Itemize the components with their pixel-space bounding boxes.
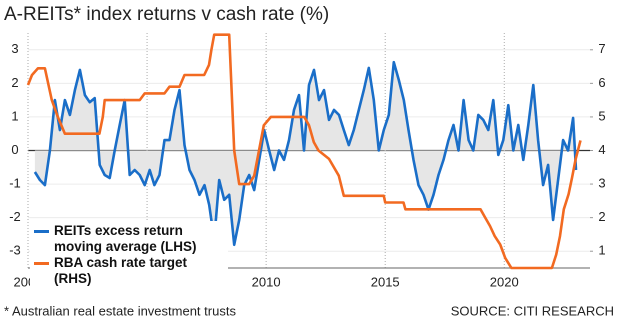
y2-tick-label: 3 — [598, 176, 605, 191]
legend: REITs excess return moving average (LHS)… — [30, 221, 228, 289]
y2-tick-label: 2 — [598, 209, 605, 224]
x-tick-label: 2015 — [371, 274, 400, 289]
series-line — [26, 33, 582, 270]
legend-item: REITs excess return moving average (LHS) — [34, 223, 224, 255]
legend-item: RBA cash rate target (RHS) — [34, 255, 224, 287]
y-tick-label: -3 — [9, 243, 21, 258]
y2-tick-label: 4 — [598, 142, 605, 157]
y-tick-label: 3 — [11, 41, 18, 56]
x-tick-label: 2020 — [490, 274, 519, 289]
y2-tick-label: 7 — [598, 41, 605, 56]
legend-swatch — [34, 262, 49, 265]
plot — [26, 33, 582, 270]
y-tick-label: 2 — [11, 75, 18, 90]
series-line — [33, 60, 578, 247]
y-tick-label: 0 — [11, 142, 18, 157]
y2-tick-label: 1 — [598, 243, 605, 258]
y-tick-label: -2 — [9, 209, 21, 224]
legend-label: RBA cash rate target (RHS) — [54, 255, 188, 286]
y2-tick-label: 5 — [598, 108, 605, 123]
area — [34, 62, 576, 245]
source: SOURCE: CITI RESEARCH — [451, 303, 614, 318]
y-tick-label: -1 — [9, 176, 21, 191]
y-tick-label: 1 — [11, 108, 18, 123]
chart-title: A-REITs* index returns v cash rate (%) — [4, 4, 329, 25]
footnote: * Australian real estate investment trus… — [4, 303, 236, 318]
x-tick-label: 2010 — [252, 274, 281, 289]
legend-label: REITs excess return moving average (LHS) — [54, 223, 197, 254]
legend-swatch — [34, 230, 49, 233]
y2-tick-label: 6 — [598, 75, 605, 90]
